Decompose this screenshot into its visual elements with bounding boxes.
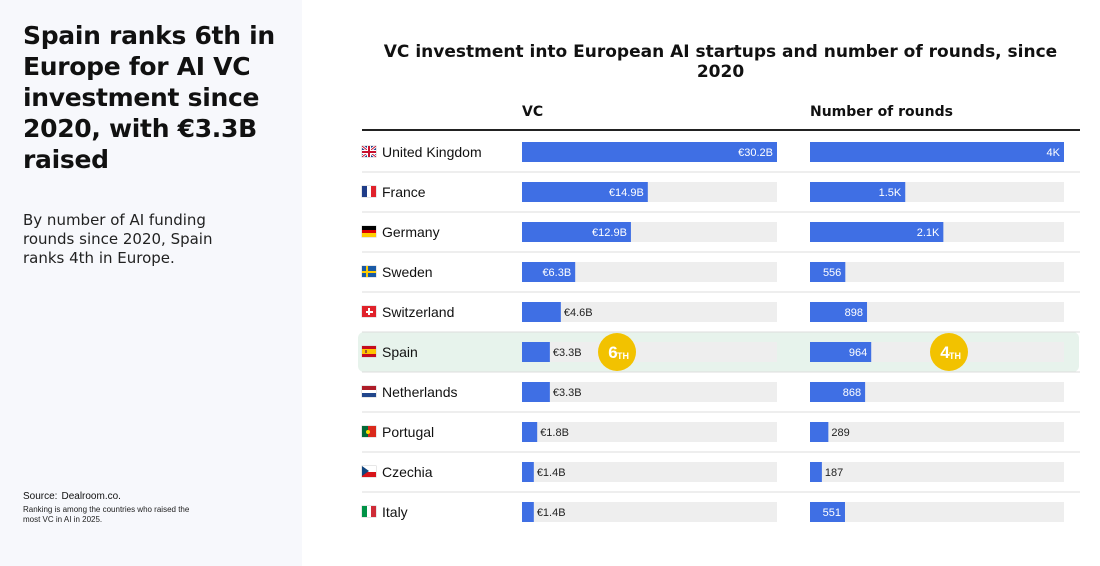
data-label: 1.5K — [879, 187, 902, 199]
flag-netherlands-icon — [362, 386, 376, 397]
bar — [522, 342, 550, 362]
data-label: 898 — [845, 307, 863, 319]
bar-track — [522, 262, 777, 282]
bar — [522, 302, 561, 322]
data-label: €1.4B — [537, 467, 566, 479]
country-label: Italy — [382, 504, 408, 520]
bar — [810, 142, 1064, 162]
country-label: Spain — [382, 344, 418, 360]
bar-track — [522, 302, 777, 322]
subhead: By number of AI funding rounds since 202… — [23, 211, 213, 267]
bar — [810, 302, 868, 322]
data-label: €30.2B — [738, 147, 773, 159]
country-label: Switzerland — [382, 304, 454, 320]
data-label: €12.9B — [592, 227, 627, 239]
bar-track — [810, 462, 1064, 482]
bar — [522, 502, 534, 522]
rank-number: 6 — [608, 343, 617, 362]
bar — [810, 422, 829, 442]
ranking-note: Ranking is among the countries who raise… — [23, 505, 190, 524]
bar-track — [810, 262, 1064, 282]
bar-track — [810, 422, 1064, 442]
data-label: €4.6B — [564, 307, 593, 319]
bar-track — [522, 342, 777, 362]
flag-uk-icon — [362, 146, 376, 157]
rank-number: 4 — [940, 343, 950, 362]
headline: Spain ranks 6th in Europe for AI VC inve… — [23, 21, 275, 174]
data-label: 964 — [849, 347, 867, 359]
left-panel: Spain ranks 6th in Europe for AI VC inve… — [0, 0, 302, 566]
bar — [810, 342, 872, 362]
data-label: 551 — [823, 507, 841, 519]
bar — [810, 382, 866, 402]
country-label: United Kingdom — [382, 144, 482, 160]
rank-suffix: TH — [617, 351, 629, 361]
country-label: France — [382, 184, 426, 200]
col-header-rounds: Number of rounds — [810, 104, 953, 120]
data-label: 868 — [843, 387, 861, 399]
bar — [810, 502, 845, 522]
data-label: 187 — [825, 467, 843, 479]
data-label: €3.3B — [553, 387, 582, 399]
rank-badge — [598, 333, 636, 371]
country-label: Netherlands — [382, 384, 458, 400]
flag-sweden-icon — [362, 266, 376, 277]
bar — [522, 382, 550, 402]
bar-track — [810, 382, 1064, 402]
bar — [522, 182, 648, 202]
bar — [522, 222, 631, 242]
flag-spain-icon — [362, 346, 376, 357]
chart-title: VC investment into European AI startups … — [383, 42, 1058, 82]
bar — [522, 462, 534, 482]
flag-portugal-icon — [362, 426, 376, 437]
country-label: Czechia — [382, 464, 433, 480]
data-label: 556 — [823, 267, 841, 279]
data-label: €3.3B — [553, 347, 582, 359]
rank-suffix: TH — [949, 351, 961, 361]
source-label: Source: — [23, 491, 58, 502]
bar-track — [810, 302, 1064, 322]
bar — [522, 262, 576, 282]
bar-track — [810, 502, 1064, 522]
data-label: 4K — [1047, 147, 1061, 159]
bar-track — [522, 422, 777, 442]
data-label: €6.3B — [542, 267, 571, 279]
bar — [810, 222, 944, 242]
data-label: €14.9B — [609, 187, 644, 199]
data-label: €1.8B — [540, 427, 569, 439]
bar — [522, 142, 777, 162]
data-label: 289 — [831, 427, 849, 439]
country-label: Portugal — [382, 424, 434, 440]
source: Source: Dealroom.co. — [23, 491, 121, 502]
rank-badge — [930, 333, 968, 371]
flag-switzerland-icon — [362, 306, 376, 317]
data-label: €1.4B — [537, 507, 566, 519]
flag-czechia-icon — [362, 466, 376, 477]
bar-track — [522, 462, 777, 482]
flag-france-icon — [362, 186, 376, 197]
country-label: Germany — [382, 224, 440, 240]
bar-track — [522, 502, 777, 522]
bar — [810, 462, 822, 482]
bar — [810, 262, 846, 282]
source-name: Dealroom.co. — [61, 491, 121, 502]
country-label: Sweden — [382, 264, 433, 280]
col-header-vc: VC — [522, 104, 544, 120]
flag-italy-icon — [362, 506, 376, 517]
bar-track — [522, 382, 777, 402]
header-rule — [362, 129, 1080, 131]
flag-germany-icon — [362, 226, 376, 237]
bar — [810, 182, 906, 202]
bar — [522, 422, 538, 442]
data-label: 2.1K — [917, 227, 940, 239]
